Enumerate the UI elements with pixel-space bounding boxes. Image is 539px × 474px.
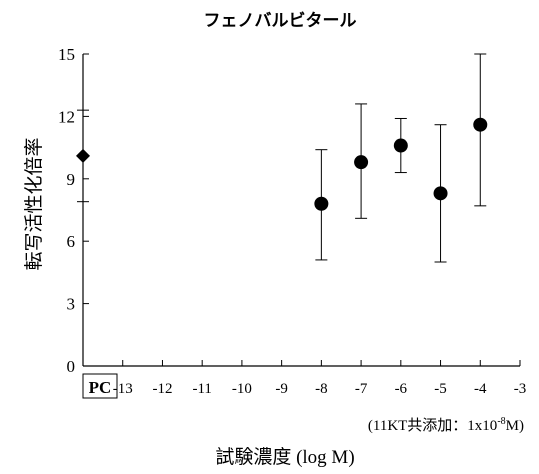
coaddition-note-suffix: M) [506, 418, 524, 434]
x-tick-label: -8 [315, 381, 328, 397]
data-marks [76, 53, 488, 263]
x-tick-label: -7 [355, 381, 368, 397]
y-tick-label: 6 [67, 232, 76, 251]
pc-label-box: PC [82, 373, 118, 399]
coaddition-note: (11KT共添加：1x10-8M) [368, 416, 524, 434]
data-point [393, 138, 408, 153]
chart-title: フェノバルビタール [204, 11, 357, 31]
x-tick-label: -4 [474, 381, 487, 397]
x-tick-label: -12 [152, 381, 172, 397]
data-point [354, 155, 369, 170]
y-ticks: 0 3 6 9 12 15 [58, 45, 89, 376]
x-tick-label: -11 [192, 381, 211, 397]
x-tick-label: -13 [113, 381, 133, 397]
x-axis-label: 試験濃度 (log M) [215, 446, 354, 468]
y-tick-label: 9 [67, 170, 76, 189]
data-point [433, 186, 448, 201]
data-point [314, 196, 329, 211]
pc-point [76, 148, 90, 163]
x-tick-label: -10 [232, 381, 252, 397]
x-ticks: -13 -12 -11 -10 -9 -8 -7 -6 -5 -4 -3 [113, 360, 527, 397]
data-point [473, 117, 488, 132]
y-tick-label: 12 [58, 107, 75, 126]
y-tick-label: 3 [67, 295, 76, 314]
x-tick-label: -6 [395, 381, 408, 397]
pc-label: PC [89, 378, 112, 397]
y-tick-label: 15 [58, 45, 75, 64]
x-tick-label: -9 [275, 381, 288, 397]
y-axis-label: 転写活性化倍率 [23, 137, 45, 270]
y-tick-label: 0 [67, 357, 76, 376]
x-tick-label: -3 [514, 381, 527, 397]
coaddition-note-prefix: (11KT共添加：1x10 [368, 417, 497, 434]
axes [82, 54, 520, 367]
pc-label-frame [82, 373, 118, 399]
coaddition-note-exponent: -8 [497, 416, 505, 427]
x-tick-label: -5 [434, 381, 447, 397]
